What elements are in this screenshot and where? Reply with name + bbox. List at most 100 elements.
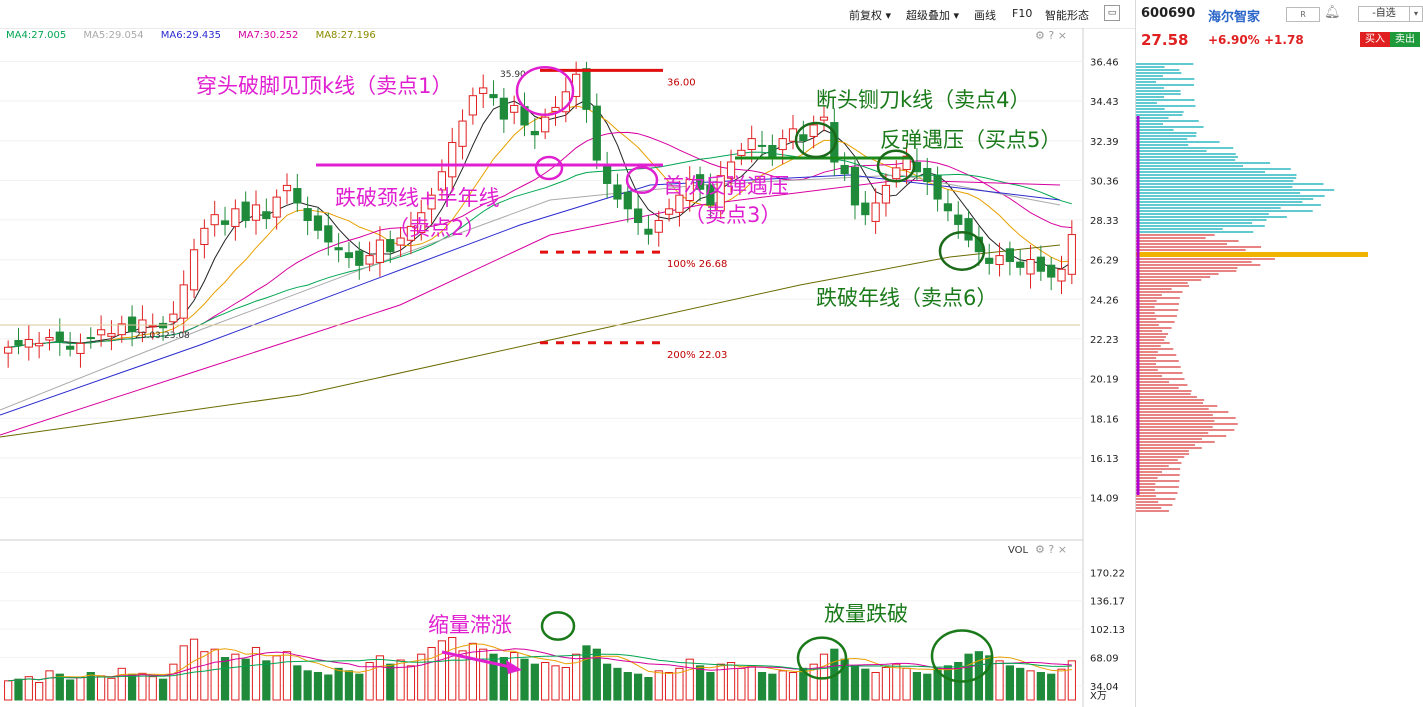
stock-name[interactable]: 海尔智家 xyxy=(1208,10,1261,25)
volume-bar xyxy=(365,662,374,701)
candle-body xyxy=(262,211,271,220)
vol-tick-label: 34.04 xyxy=(1090,682,1119,693)
volume-bar xyxy=(148,676,157,701)
highlight-circle xyxy=(930,629,994,683)
volume-bar xyxy=(313,672,323,701)
candle-body xyxy=(396,237,405,246)
candle-body xyxy=(365,255,374,265)
volume-bar xyxy=(788,672,798,701)
price-tick-label: 18.16 xyxy=(1090,414,1119,425)
price-tick-label: 26.29 xyxy=(1090,256,1119,267)
vol-tick-label: 136.17 xyxy=(1090,597,1125,608)
long-ma-line xyxy=(0,244,1061,438)
annotation-sell3a: 首次反弹遇压 xyxy=(663,174,789,198)
volume-bar xyxy=(86,672,95,701)
candle-body xyxy=(4,346,13,354)
arrow-head xyxy=(506,660,522,674)
candle-body xyxy=(737,149,746,156)
vol-title: VOL xyxy=(1008,545,1029,556)
volume-bar xyxy=(902,667,911,701)
volume-bar xyxy=(633,673,643,701)
volume-bar xyxy=(45,670,54,701)
volume-bar xyxy=(293,665,302,701)
candle-body xyxy=(45,337,54,341)
candle-body xyxy=(241,201,250,222)
restore-rights-menu[interactable]: 前复权 ▾ xyxy=(849,9,892,22)
buy-button[interactable]: 买入 xyxy=(1360,32,1390,47)
candle-body xyxy=(530,130,539,136)
smart-pattern-button[interactable]: 智能形态 xyxy=(1045,9,1089,22)
candle-body xyxy=(138,319,147,333)
vol-gear-icon[interactable]: ⚙ xyxy=(1035,543,1045,556)
price-tick-label: 36.46 xyxy=(1090,57,1119,68)
volume-ma-line xyxy=(8,643,1072,682)
volume-bar xyxy=(923,673,932,701)
price-tick-label: 20.19 xyxy=(1090,375,1119,386)
volume-bar xyxy=(210,648,219,701)
candle-body xyxy=(541,116,550,133)
candle-body xyxy=(592,105,601,161)
candle-body xyxy=(871,202,880,222)
draw-line-button[interactable]: 画线 xyxy=(974,9,996,22)
volume-bar xyxy=(592,648,601,701)
volume-bar xyxy=(169,663,178,701)
ma6-label: MA6:29.435 xyxy=(160,30,221,41)
gear-icon[interactable]: ⚙ xyxy=(1035,29,1045,42)
candle-body xyxy=(499,97,508,120)
candle-body xyxy=(117,323,126,336)
quote-panel: 600690 海尔智家 R 🔔︎ -自选 ▾ 27.58 +6.90% +1.7… xyxy=(1135,0,1423,707)
candle-body xyxy=(1016,261,1025,268)
candle-body xyxy=(695,174,705,190)
window-restore-button[interactable]: ▭ xyxy=(1104,5,1120,21)
vol-help-icon[interactable]: ? xyxy=(1048,543,1055,556)
candle-body xyxy=(1057,268,1066,282)
vol-unit-label: X万 xyxy=(1090,691,1107,702)
volume-bar xyxy=(241,658,250,701)
candle-body xyxy=(995,255,1004,266)
volume-bar xyxy=(1067,660,1076,701)
volume-bar xyxy=(654,670,663,701)
volume-ma-line xyxy=(8,653,1072,682)
volume-bar xyxy=(964,653,973,701)
candle-body xyxy=(448,142,457,178)
candle-body xyxy=(35,342,44,347)
volume-bar xyxy=(489,653,498,701)
vol-tick-label: 68.09 xyxy=(1090,653,1119,664)
volume-bar xyxy=(468,642,477,701)
candle-body xyxy=(127,316,137,333)
candle-body xyxy=(220,220,230,225)
candle-body xyxy=(768,144,777,157)
volume-bar xyxy=(716,663,725,701)
volume-bar xyxy=(1026,670,1035,701)
highlight-circle xyxy=(625,166,659,194)
help-icon[interactable]: ? xyxy=(1048,29,1055,42)
ma-legend: MA4:27.005 MA5:29.054 MA6:29.435 MA7:30.… xyxy=(6,30,390,44)
volume-bar xyxy=(510,652,519,701)
volume-bar xyxy=(396,659,405,701)
candle-body xyxy=(1005,248,1014,262)
f10-button[interactable]: F10 xyxy=(1012,7,1033,20)
volume-bar xyxy=(912,672,922,701)
bell-icon[interactable]: 🔔︎ xyxy=(1324,5,1341,20)
sell-button[interactable]: 卖出 xyxy=(1390,32,1420,47)
candle-body xyxy=(654,220,663,233)
candle-body xyxy=(716,175,725,212)
r-button[interactable]: R xyxy=(1286,7,1320,22)
close-icon[interactable]: × xyxy=(1057,29,1067,42)
candle-body xyxy=(923,167,932,183)
candle-body xyxy=(24,338,33,348)
super-overlay-menu[interactable]: 超级叠加 ▾ xyxy=(906,9,960,22)
highlight-circle xyxy=(876,149,916,183)
annotation-sell2a: 跌破颈线+半年线 xyxy=(335,186,500,210)
volume-bar xyxy=(24,676,33,701)
vol-close-icon[interactable]: × xyxy=(1057,543,1067,556)
volume-bar xyxy=(861,668,870,701)
volume-bar xyxy=(479,648,488,701)
candle-body xyxy=(747,138,756,150)
volume-bar xyxy=(334,667,343,701)
candle-body xyxy=(799,134,808,142)
annotation-sell6: 跌破年线（卖点6） xyxy=(816,286,998,310)
volume-ma-line xyxy=(8,648,1072,682)
volume-bar xyxy=(582,645,591,701)
volume-bar xyxy=(427,647,436,701)
